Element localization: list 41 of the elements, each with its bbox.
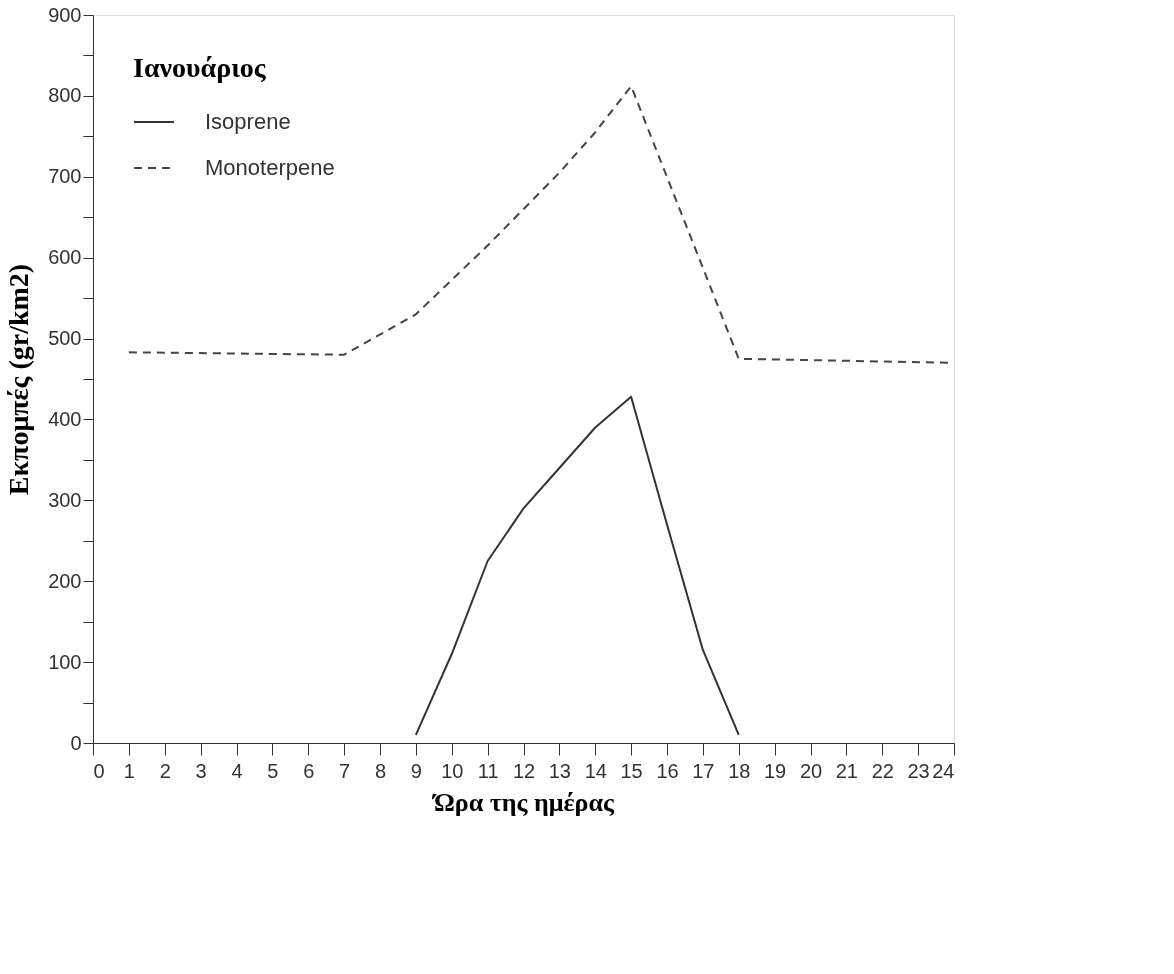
y-tick-label: 200: [48, 569, 82, 592]
y-tick-label: 800: [48, 84, 82, 107]
x-tick-label: 10: [441, 759, 464, 782]
y-axis-title: Εκπομπές (gr/km2): [3, 263, 35, 496]
x-tick-label: 12: [512, 759, 536, 782]
x-tick-label: 6: [303, 759, 315, 782]
x-tick-label: 16: [656, 759, 679, 782]
x-tick-label: 19: [764, 759, 787, 782]
x-tick-label: 21: [835, 759, 858, 782]
x-tick-label: 9: [410, 759, 422, 782]
legend-title: Ιανουάριος: [133, 52, 267, 83]
x-tick-label: 20: [799, 759, 823, 782]
x-tick-label: 14: [584, 759, 607, 782]
y-tick-label: 700: [48, 165, 82, 188]
x-axis-title: Ώρα της ημέρας: [431, 787, 616, 817]
x-tick-label: 17: [692, 759, 715, 782]
x-tick-label: 0: [93, 759, 105, 782]
legend-label: Monoterpene: [205, 155, 335, 180]
y-tick-label: 0: [70, 731, 82, 754]
y-tick-label: 900: [48, 3, 82, 26]
x-tick-label: 24: [932, 759, 955, 782]
x-tick-label: 2: [159, 759, 171, 782]
x-tick-label: 13: [548, 759, 571, 782]
y-tick-label: 400: [48, 407, 82, 430]
x-tick-label: 4: [231, 759, 243, 782]
x-tick-label: 15: [620, 759, 643, 782]
x-tick-label: 18: [728, 759, 751, 782]
y-tick-label: 500: [48, 327, 82, 350]
y-tick-label: 100: [48, 650, 82, 673]
x-tick-label: 5: [267, 759, 279, 782]
x-tick-label: 3: [195, 759, 207, 782]
x-tick-label: 8: [374, 759, 387, 782]
y-tick-label: 600: [48, 246, 82, 269]
x-tick-label: 11: [477, 759, 499, 782]
x-tick-label: 7: [339, 759, 351, 782]
x-tick-label: 1: [123, 759, 135, 782]
line-series: [414, 395, 740, 736]
y-tick-label: 300: [48, 488, 82, 511]
x-tick-label: 22: [871, 759, 894, 782]
x-tick-label: 23: [907, 759, 930, 782]
legend-label: Isoprene: [205, 109, 291, 134]
